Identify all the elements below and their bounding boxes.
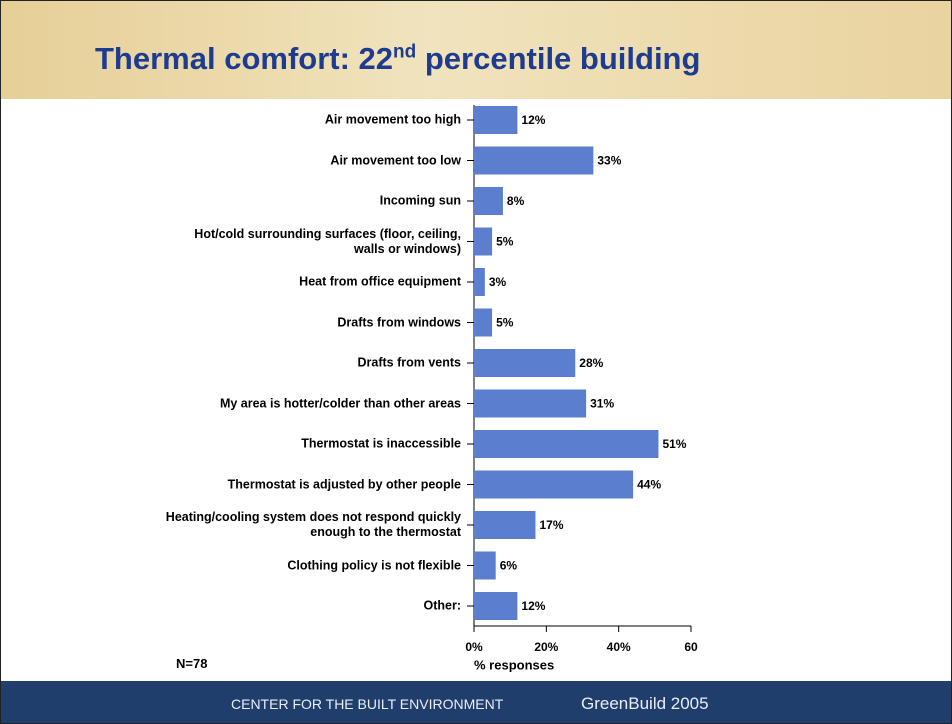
footer-org: CENTER FOR THE BUILT ENVIRONMENT bbox=[231, 696, 504, 712]
value-label: 3% bbox=[489, 275, 507, 289]
category-label: Air movement too low bbox=[330, 153, 461, 167]
category-label: Incoming sun bbox=[379, 193, 461, 208]
value-label: 31% bbox=[590, 397, 614, 411]
value-label: 6% bbox=[500, 559, 518, 573]
bar bbox=[474, 187, 503, 215]
x-tick-label: 0% bbox=[465, 640, 483, 654]
category-label: Hot/cold surrounding surfaces (floor, ce… bbox=[194, 226, 461, 256]
value-label: 44% bbox=[637, 478, 661, 492]
title-sup: nd bbox=[393, 41, 417, 63]
value-label: 33% bbox=[597, 154, 621, 168]
title: Thermal comfort: 22nd percentile buildin… bbox=[95, 41, 700, 77]
bar bbox=[474, 146, 594, 175]
value-label: 5% bbox=[496, 235, 514, 249]
bar bbox=[474, 268, 485, 296]
category-label: Thermostat is inaccessible bbox=[301, 436, 461, 451]
category-label: Thermostat is adjusted by other people bbox=[227, 477, 461, 491]
footer: CENTER FOR THE BUILT ENVIRONMENT GreenBu… bbox=[1, 681, 951, 723]
category-label: Drafts from windows bbox=[337, 315, 461, 329]
footer-event: GreenBuild 2005 bbox=[581, 694, 709, 713]
value-label: 12% bbox=[521, 599, 545, 613]
value-label: 51% bbox=[662, 437, 686, 451]
category-label: Heating/cooling system does not respond … bbox=[165, 510, 461, 539]
value-label: 5% bbox=[496, 316, 514, 330]
category-label: Air movement too high bbox=[324, 112, 461, 127]
title-rest: percentile building bbox=[416, 41, 701, 76]
value-label: 12% bbox=[521, 113, 545, 127]
value-label: 8% bbox=[507, 194, 525, 208]
x-tick-label: 20% bbox=[534, 640, 558, 654]
x-axis-label: % responses bbox=[474, 657, 554, 672]
bar bbox=[474, 470, 634, 499]
note: N=78 bbox=[176, 656, 208, 671]
value-label: 28% bbox=[579, 356, 603, 370]
chart: 0% 20% 40% 60 % responses 12% 33% 8% 5% 3% 5% 28% 31… bbox=[465, 105, 698, 672]
x-tick-label: 40% bbox=[607, 640, 631, 654]
bar bbox=[474, 430, 659, 458]
category-label: My area is hotter/colder than other area… bbox=[219, 396, 461, 410]
category-label: Other: bbox=[423, 598, 462, 613]
title-main: Thermal comfort: 22 bbox=[95, 41, 394, 76]
bar bbox=[474, 511, 536, 539]
x-tick-label: 60 bbox=[684, 640, 698, 654]
bar bbox=[474, 308, 493, 337]
header: Thermal comfort: 22nd percentile buildin… bbox=[1, 1, 951, 99]
bar bbox=[474, 592, 518, 620]
category-label: Drafts from vents bbox=[357, 355, 462, 370]
value-label: 17% bbox=[539, 518, 563, 532]
bar bbox=[474, 227, 493, 256]
bar bbox=[474, 349, 576, 377]
bar bbox=[474, 389, 587, 418]
category-label: Heat from office equipment bbox=[299, 274, 461, 289]
category-label: Clothing policy is not flexible bbox=[287, 558, 461, 572]
bar bbox=[474, 551, 496, 580]
bar bbox=[474, 106, 518, 134]
